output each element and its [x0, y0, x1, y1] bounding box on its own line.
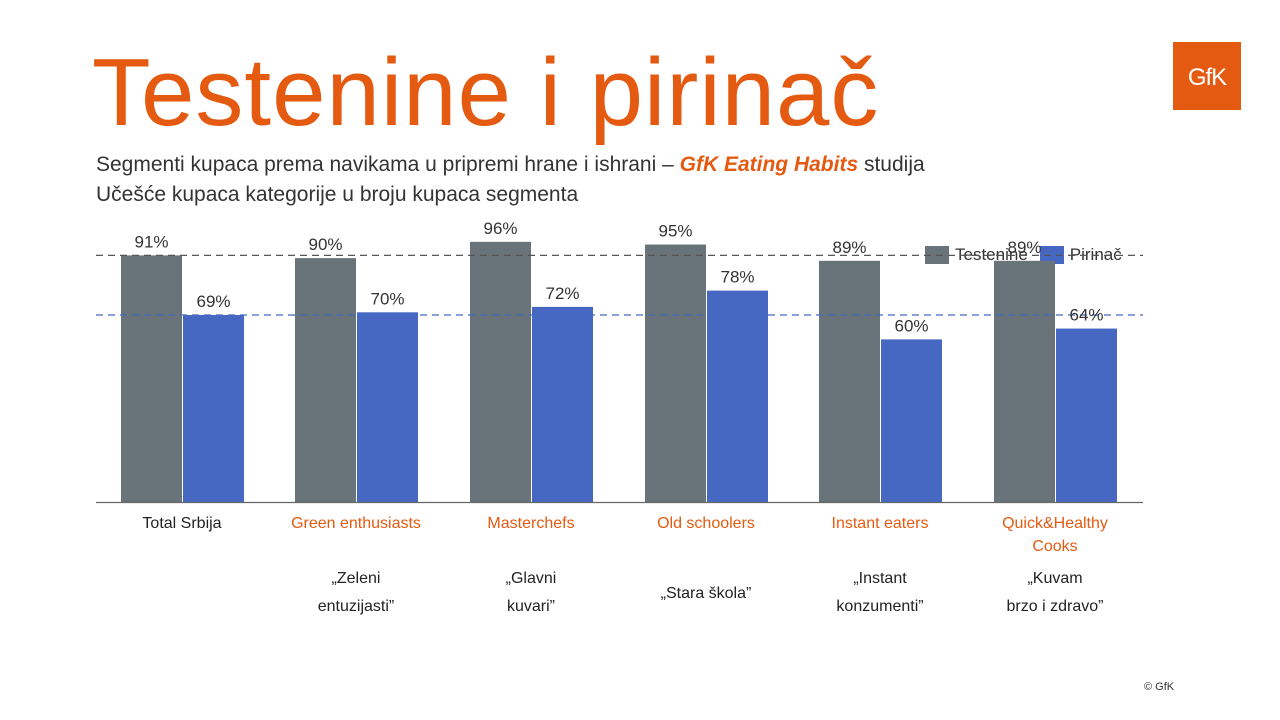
bar-pirinac-3 [707, 290, 768, 502]
data-label-testenine-2: 96% [483, 219, 517, 238]
data-label-pirinac-0: 69% [196, 292, 230, 311]
data-label-testenine-3: 95% [658, 222, 692, 241]
category-label-4: Instant eaters [832, 515, 929, 532]
subtitle-text: Segmenti kupaca prema navikama u priprem… [96, 153, 680, 176]
bar-pirinac-2 [532, 306, 593, 502]
category-translation-4-line-1: konzumenti” [836, 598, 923, 615]
bar-pirinac-0 [183, 315, 244, 502]
category-label-1: Green enthusiasts [291, 515, 421, 532]
category-label-5: Quick&Healthy [1002, 515, 1108, 532]
category-translation-1-line-1: entuzijasti” [318, 598, 394, 615]
data-label-pirinac-3: 78% [720, 268, 754, 287]
bar-pirinac-1 [357, 312, 418, 502]
data-label-pirinac-4: 60% [894, 316, 928, 335]
subtitle-line-2: Učešće kupaca kategorije u broju kupaca … [96, 183, 579, 206]
data-label-pirinac-2: 72% [545, 284, 579, 303]
bar-testenine-3 [645, 244, 706, 503]
category-translation-1-line-0: „Zeleni [332, 570, 381, 587]
subtitle-study-name: GfK Eating Habits [679, 153, 859, 176]
bar-pirinac-4 [881, 339, 942, 502]
bar-testenine-5 [994, 260, 1055, 502]
chart-legend: Testenine Pirinač [925, 245, 1134, 265]
bar-testenine-4 [819, 260, 880, 502]
copyright: © GfK [1144, 681, 1175, 693]
subtitle-line-1: Segmenti kupaca prema navikama u priprem… [96, 153, 925, 177]
data-label-pirinac-1: 70% [370, 289, 404, 308]
category-label-5-line-1: Cooks [1032, 538, 1077, 555]
legend-label-pirinac: Pirinač [1069, 245, 1122, 264]
category-translation-5-line-1: brzo i zdravo” [1007, 598, 1104, 615]
page-title: Testenine i pirinač [92, 39, 880, 146]
category-translation-2-line-0: „Glavni [506, 570, 557, 587]
category-label-3: Old schoolers [657, 515, 755, 532]
data-label-testenine-1: 90% [308, 235, 342, 254]
category-translation-5-line-0: „Kuvam [1027, 570, 1082, 587]
category-label-2: Masterchefs [487, 515, 574, 532]
legend-swatch-pirinac [1039, 246, 1064, 264]
category-translation-2-line-1: kuvari” [507, 598, 555, 615]
subtitle-text-end: studija [858, 153, 925, 176]
bar-pirinac-5 [1056, 328, 1117, 502]
category-translation-4-line-0: „Instant [853, 570, 907, 587]
gfk-logo: GfK [1173, 42, 1241, 110]
gfk-logo-text: GfK [1187, 64, 1227, 91]
category-translation-3-line-0: „Stara škola” [661, 585, 752, 602]
bar-testenine-0 [121, 255, 182, 502]
legend-label-testenine: Testenine [955, 245, 1028, 264]
data-label-testenine-5: 89% [1007, 238, 1041, 257]
data-label-testenine-0: 91% [134, 232, 168, 251]
data-label-testenine-4: 89% [832, 238, 866, 257]
data-label-pirinac-5: 64% [1069, 306, 1103, 325]
legend-item-pirinac: Pirinač [1039, 245, 1122, 265]
bar-testenine-1 [295, 258, 356, 502]
category-label-0: Total Srbija [142, 515, 221, 532]
bar-testenine-2 [470, 241, 531, 502]
